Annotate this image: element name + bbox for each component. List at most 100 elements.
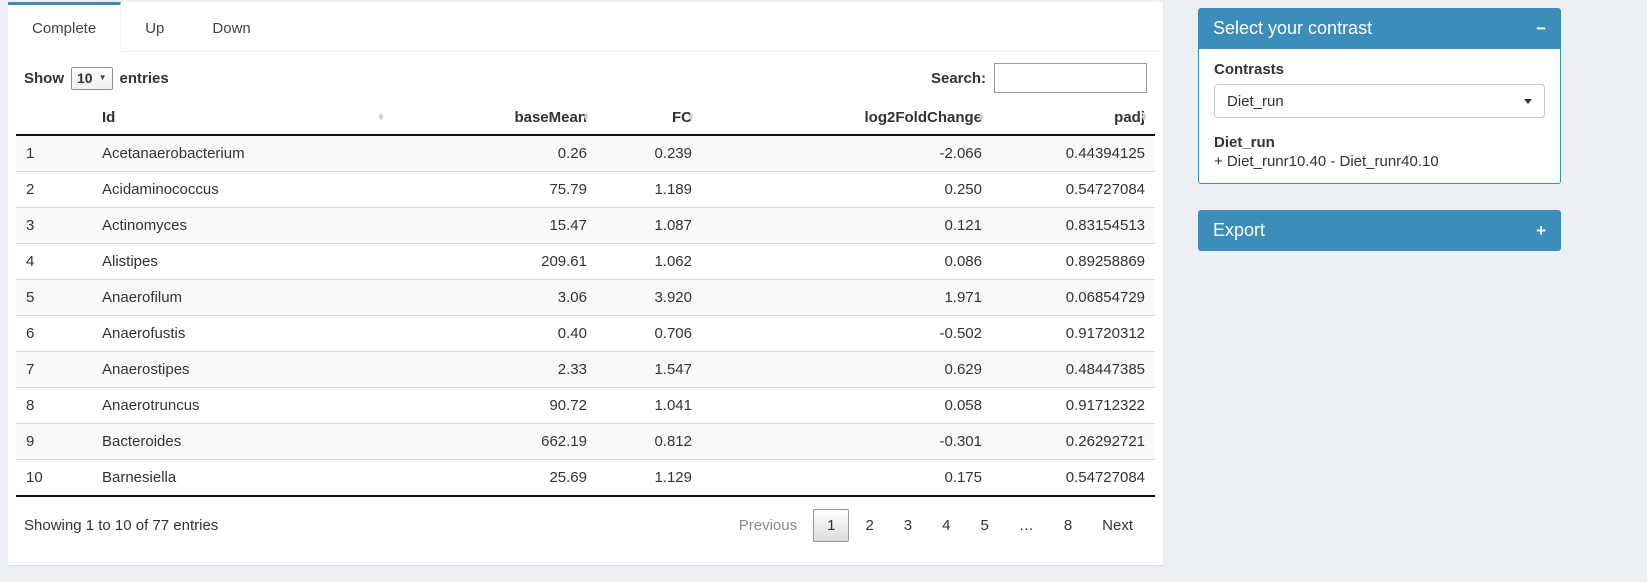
- cell-fc: 1.062: [654, 253, 692, 270]
- column-header-baseMean[interactable]: baseMean ▲ ▼: [392, 101, 597, 136]
- cell-baseMean: 662.19: [541, 433, 587, 450]
- cell-index: 7: [26, 361, 35, 378]
- pagination-previous[interactable]: Previous: [738, 517, 798, 534]
- cell-fc: 1.087: [654, 217, 692, 234]
- sort-icon[interactable]: ▲ ▼: [1140, 109, 1148, 124]
- table-row[interactable]: 1 Acetanaerobacterium 0.26 0.239 -2.066 0.443…: [16, 135, 1155, 172]
- cell-index: 5: [26, 289, 35, 306]
- table-row[interactable]: 2 Acidaminococcus 75.79 1.189 0.250 0.5472708…: [16, 172, 1155, 208]
- cell-log2fc: -2.066: [939, 145, 982, 162]
- sort-icon[interactable]: ▲ ▼: [377, 109, 385, 124]
- collapse-plus-icon[interactable]: +: [1536, 221, 1546, 240]
- search-control: Search:: [931, 63, 1147, 93]
- cell-index: 6: [26, 325, 35, 342]
- column-header-id[interactable]: Id ▲ ▼: [92, 101, 392, 136]
- cell-baseMean: 2.33: [557, 361, 587, 378]
- tab-bar: Complete Up Down: [8, 2, 1163, 52]
- table-row[interactable]: 9 Bacteroides 662.19 0.812 -0.301 0.26292721: [16, 423, 1155, 460]
- cell-baseMean: 15.47: [549, 217, 587, 234]
- tab-down[interactable]: Down: [212, 20, 251, 37]
- pagination-page-5[interactable]: 5: [980, 517, 989, 534]
- tab-complete[interactable]: Complete: [8, 2, 122, 52]
- table-row[interactable]: 8 Anaerotruncus 90.72 1.041 0.058 0.91712322: [16, 388, 1155, 424]
- column-label: padj: [1114, 109, 1145, 126]
- cell-padj: 0.54727084: [1065, 469, 1145, 486]
- sort-icon[interactable]: ▲ ▼: [582, 109, 590, 124]
- cell-baseMean: 75.79: [549, 181, 587, 198]
- table-row[interactable]: 5 Anaerofilum 3.06 3.920 1.971 0.06854729: [16, 279, 1155, 316]
- cell-log2fc: -0.301: [939, 433, 982, 450]
- pagination-page-1[interactable]: 1: [813, 509, 850, 542]
- sort-icon[interactable]: ▲ ▼: [977, 109, 985, 124]
- contrast-box-body: Contrasts Diet_run Diet_run + Diet_runr1…: [1198, 49, 1561, 184]
- column-header-index: [16, 101, 92, 136]
- cell-padj: 0.44394125: [1065, 145, 1145, 162]
- column-header-log2fc[interactable]: log2FoldChange ▲ ▼: [702, 101, 992, 136]
- cell-log2fc: -0.502: [939, 325, 982, 342]
- collapse-minus-icon[interactable]: −: [1536, 19, 1546, 38]
- pagination-page-2[interactable]: 2: [865, 517, 874, 534]
- pagination-page-4[interactable]: 4: [942, 517, 951, 534]
- search-input[interactable]: [994, 63, 1147, 93]
- cell-baseMean: 90.72: [549, 397, 587, 414]
- cell-log2fc: 0.058: [944, 397, 982, 414]
- column-label: log2FoldChange: [864, 109, 983, 126]
- cell-padj: 0.91720312: [1065, 325, 1145, 342]
- cell-baseMean: 209.61: [541, 253, 587, 270]
- table-row[interactable]: 10 Barnesiella 25.69 1.129 0.175 0.54727084: [16, 460, 1155, 496]
- cell-baseMean: 0.40: [557, 325, 587, 342]
- datatable-footer: Showing 1 to 10 of 77 entries Previous 1…: [16, 497, 1155, 542]
- contrast-detail-title: Diet_run: [1214, 134, 1275, 151]
- contrasts-label: Contrasts: [1214, 61, 1285, 78]
- cell-index: 3: [26, 217, 35, 234]
- table-body: 1 Acetanaerobacterium 0.26 0.239 -2.066 0.443…: [16, 135, 1155, 496]
- cell-id: Actinomyces: [102, 217, 188, 234]
- contrast-box-title: Select your contrast: [1213, 18, 1373, 38]
- tab-up[interactable]: Up: [145, 20, 165, 37]
- column-header-padj[interactable]: padj ▲ ▼: [992, 101, 1155, 136]
- entries-count-value: 10: [77, 69, 93, 86]
- datatable-controls: Show 10 ▼ entries Search:: [16, 61, 1155, 101]
- table-header-row: Id ▲ ▼ baseMean ▲ ▼ FC ▲ ▼ log2FoldChange ▲ ▼ padj ▲ ▼: [16, 101, 1155, 136]
- entries-count-select[interactable]: 10 ▼: [71, 66, 113, 90]
- column-header-fc[interactable]: FC ▲ ▼: [597, 101, 702, 136]
- cell-fc: 0.812: [654, 433, 692, 450]
- cell-index: 9: [26, 433, 35, 450]
- results-table: Id ▲ ▼ baseMean ▲ ▼ FC ▲ ▼ log2FoldChange ▲ ▼ padj ▲ ▼…: [16, 101, 1155, 497]
- pagination-ellipsis: …: [1018, 517, 1034, 534]
- cell-log2fc: 0.121: [944, 217, 982, 234]
- cell-fc: 1.189: [654, 181, 692, 198]
- cell-baseMean: 25.69: [549, 469, 587, 486]
- table-row[interactable]: 4 Alistipes 209.61 1.062 0.086 0.89258869: [16, 244, 1155, 280]
- column-label: baseMean: [514, 109, 587, 126]
- table-row[interactable]: 3 Actinomyces 15.47 1.087 0.121 0.83154513: [16, 207, 1155, 244]
- contrast-select[interactable]: Diet_run: [1214, 84, 1545, 118]
- contrast-detail-formula: + Diet_runr10.40 - Diet_runr40.10: [1214, 153, 1439, 170]
- cell-fc: 3.920: [654, 289, 692, 306]
- cell-log2fc: 0.175: [944, 469, 982, 486]
- cell-fc: 1.041: [654, 397, 692, 414]
- select-caret-icon: ▼: [98, 73, 107, 82]
- pagination-page-8[interactable]: 8: [1063, 517, 1073, 534]
- table-info: Showing 1 to 10 of 77 entries: [24, 517, 219, 534]
- cell-padj: 0.91712322: [1065, 397, 1145, 414]
- cell-index: 2: [26, 181, 35, 198]
- cell-index: 4: [26, 253, 35, 270]
- cell-id: Anaerostipes: [102, 361, 190, 378]
- export-box-title: Export: [1213, 220, 1266, 240]
- table-row[interactable]: 6 Anaerofustis 0.40 0.706 -0.502 0.91720312: [16, 316, 1155, 352]
- pagination-next[interactable]: Next: [1102, 517, 1133, 534]
- cell-id: Alistipes: [102, 253, 158, 270]
- cell-id: Anaerofilum: [102, 289, 183, 306]
- sort-icon[interactable]: ▲ ▼: [687, 109, 695, 124]
- export-box-header[interactable]: Export +: [1198, 210, 1561, 251]
- cell-log2fc: 0.629: [944, 361, 982, 378]
- export-box: Export +: [1198, 210, 1561, 251]
- contrast-box-header[interactable]: Select your contrast −: [1198, 8, 1561, 49]
- cell-fc: 0.706: [654, 325, 692, 342]
- table-row[interactable]: 7 Anaerostipes 2.33 1.547 0.629 0.48447385: [16, 351, 1155, 388]
- cell-padj: 0.54727084: [1065, 181, 1145, 198]
- cell-log2fc: 0.250: [944, 181, 982, 198]
- cell-log2fc: 1.971: [944, 289, 982, 306]
- pagination-page-3[interactable]: 3: [903, 517, 913, 534]
